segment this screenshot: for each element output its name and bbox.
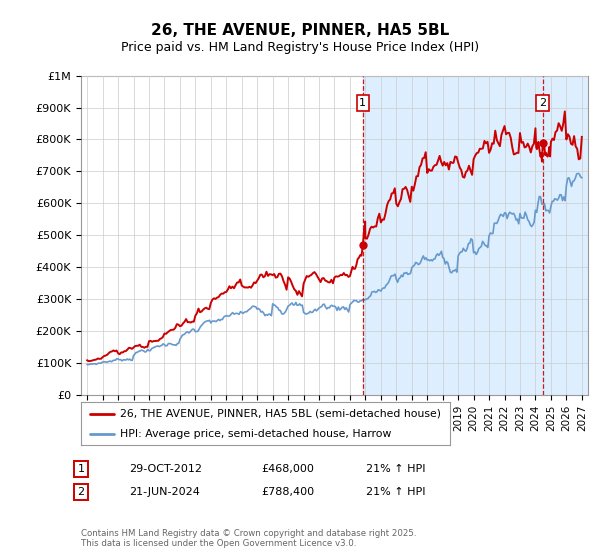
Text: 2: 2 — [77, 487, 85, 497]
Text: £468,000: £468,000 — [261, 464, 314, 474]
Text: 2: 2 — [539, 98, 546, 108]
Text: 21% ↑ HPI: 21% ↑ HPI — [366, 464, 425, 474]
Text: 21% ↑ HPI: 21% ↑ HPI — [366, 487, 425, 497]
Text: 21-JUN-2024: 21-JUN-2024 — [129, 487, 200, 497]
Text: 29-OCT-2012: 29-OCT-2012 — [129, 464, 202, 474]
Text: 26, THE AVENUE, PINNER, HA5 5BL: 26, THE AVENUE, PINNER, HA5 5BL — [151, 24, 449, 38]
Text: 1: 1 — [359, 98, 366, 108]
Text: £788,400: £788,400 — [261, 487, 314, 497]
Text: Price paid vs. HM Land Registry's House Price Index (HPI): Price paid vs. HM Land Registry's House … — [121, 41, 479, 54]
Text: 26, THE AVENUE, PINNER, HA5 5BL (semi-detached house): 26, THE AVENUE, PINNER, HA5 5BL (semi-de… — [120, 409, 441, 419]
Bar — [363, 76, 588, 395]
Text: 1: 1 — [77, 464, 85, 474]
Text: Contains HM Land Registry data © Crown copyright and database right 2025.
This d: Contains HM Land Registry data © Crown c… — [81, 529, 416, 548]
Text: HPI: Average price, semi-detached house, Harrow: HPI: Average price, semi-detached house,… — [120, 430, 391, 439]
